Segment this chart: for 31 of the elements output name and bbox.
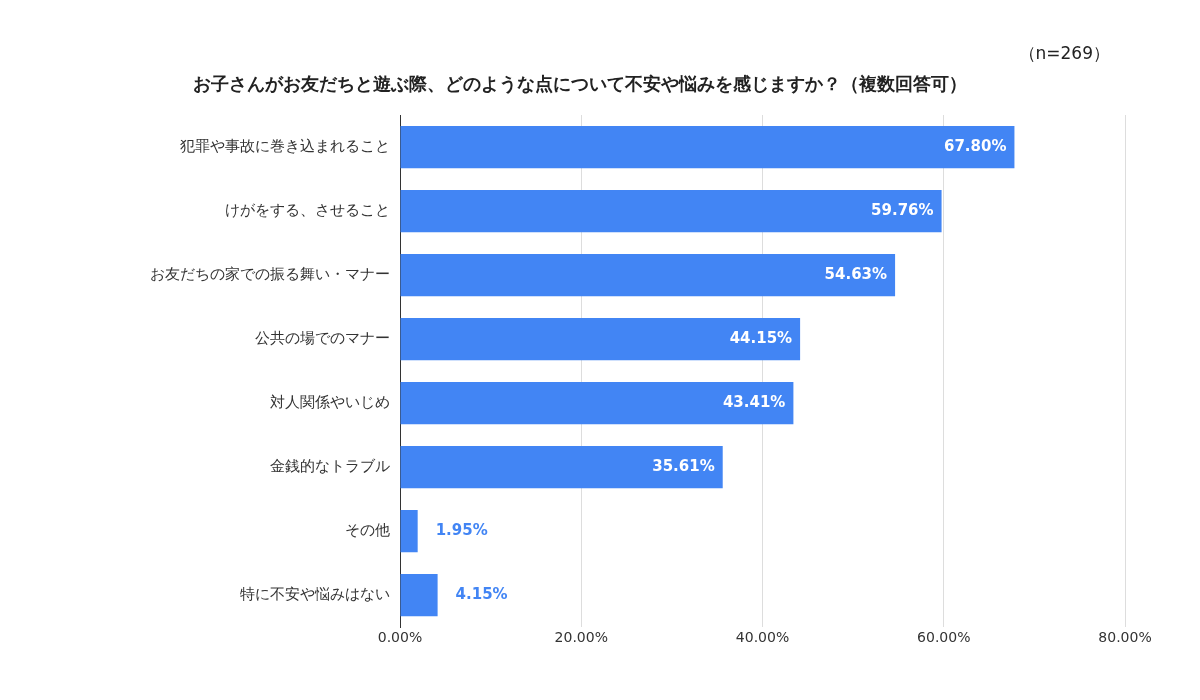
x-tick-label: 80.00% <box>1098 629 1152 646</box>
bar <box>400 125 1015 169</box>
bar <box>400 510 418 553</box>
bar <box>400 381 794 425</box>
bar <box>400 446 723 489</box>
y-tick-label: 特に不安や悩みはない <box>240 585 390 604</box>
x-tick-label: 60.00% <box>917 629 971 646</box>
bar <box>400 253 896 297</box>
y-tick-label: 犯罪や事故に巻き込まれること <box>180 136 390 155</box>
x-tick-label: 40.00% <box>735 629 790 646</box>
text: （n=269） <box>1018 42 1110 65</box>
y-tick-label: 金銭的なトラブル <box>270 457 390 476</box>
chart-title: お子さんがお友だちと遊ぶ際、どのような点について不安や悩みを感じますか？（複数回答可） <box>192 72 968 96</box>
data-label: 59.76% <box>871 200 934 219</box>
y-tick-label: 公共の場でのマナー <box>255 328 390 347</box>
y-tick-label: その他 <box>345 521 390 540</box>
y-tick-label: 対人関係やいじめ <box>270 393 390 411</box>
x-tick-label: 20.00% <box>554 629 608 646</box>
y-tick-label: お友だちの家での振る舞い・マナー <box>150 264 390 283</box>
data-label: 35.61% <box>652 457 715 476</box>
bar <box>400 574 438 617</box>
y-tick-label: けがをする、させること <box>225 200 390 219</box>
data-label: 44.15% <box>729 328 793 347</box>
data-label: 4.15% <box>455 585 508 604</box>
data-label: 1.95% <box>435 521 488 540</box>
data-label: 54.63% <box>824 264 888 283</box>
bar <box>400 189 942 233</box>
data-label: 43.41% <box>722 393 786 411</box>
data-label: 67.80% <box>943 136 1007 155</box>
x-tick-label: 0.00% <box>377 629 423 646</box>
bar <box>400 317 801 361</box>
